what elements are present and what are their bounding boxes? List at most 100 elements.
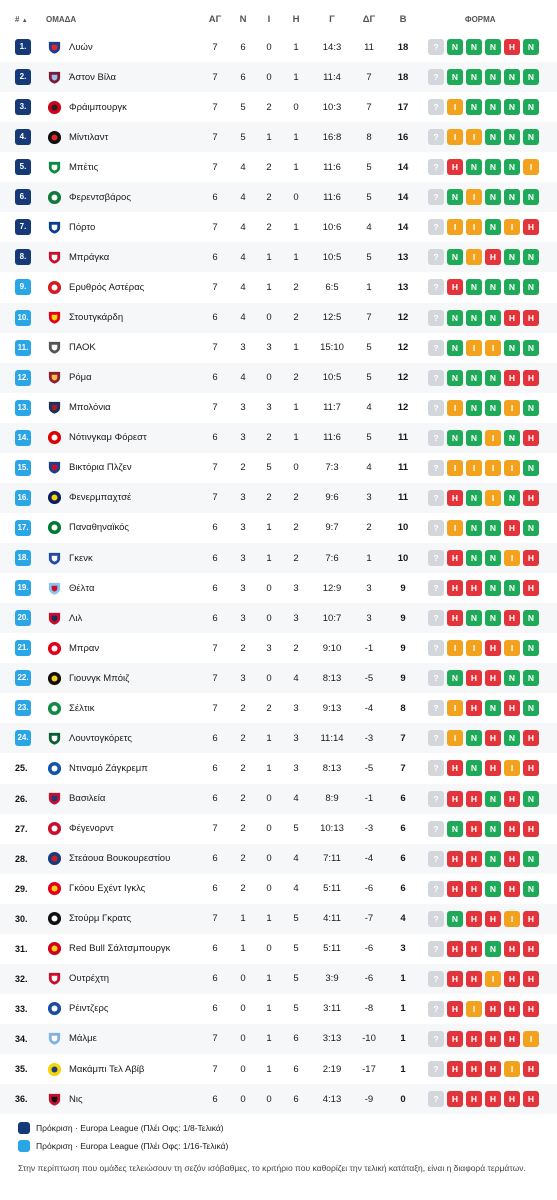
form-result-badge[interactable]: N — [523, 519, 539, 536]
form-result-badge[interactable]: N — [523, 69, 539, 86]
table-row[interactable]: 7. Πόρτο 7 4 2 1 10:6 4 14? I I N I H — [0, 212, 557, 242]
form-result-badge[interactable]: H — [523, 429, 539, 446]
form-result-badge[interactable]: N — [504, 159, 520, 176]
form-result-badge[interactable]: N — [523, 880, 539, 897]
team-name[interactable]: Λιλ — [69, 612, 83, 624]
form-result-badge[interactable]: H — [523, 940, 539, 957]
form-result-badge[interactable]: I — [466, 459, 482, 476]
table-row[interactable]: 27. Φέγενορντ 7 2 0 5 10:13 -3 6? N H N H H — [0, 814, 557, 844]
form-result-badge[interactable]: I — [447, 730, 463, 747]
form-result-badge[interactable]: I — [466, 249, 482, 266]
form-result-badge[interactable]: N — [485, 279, 501, 296]
form-result-badge[interactable]: I — [523, 1030, 539, 1047]
table-row[interactable]: 24. Λουντογκόρετς 6 2 1 3 11:14 -3 7? I N H N H — [0, 723, 557, 754]
header-pos[interactable]: # ▲ — [15, 14, 28, 24]
form-result-badge[interactable]: N — [466, 99, 482, 116]
form-result-badge[interactable]: I — [504, 760, 520, 777]
team-name[interactable]: Στεάουα Βουκουρεστίου — [69, 853, 171, 865]
form-next-match-icon[interactable]: ? — [428, 399, 444, 416]
form-next-match-icon[interactable]: ? — [428, 309, 444, 326]
header-drawn[interactable]: Ι — [267, 13, 271, 25]
table-row[interactable]: 9. Ερυθρός Αστέρας 7 4 1 2 6:5 1 13? H N N N N — [0, 272, 557, 302]
form-result-badge[interactable]: H — [466, 970, 482, 987]
team-name[interactable]: Μπέτις — [69, 161, 99, 173]
form-result-badge[interactable]: I — [485, 339, 501, 356]
table-row[interactable]: 3. Φράιμπουργκ 7 5 2 0 10:3 7 17? I N N N N — [0, 92, 557, 122]
form-result-badge[interactable]: N — [504, 429, 520, 446]
form-result-badge[interactable]: N — [466, 399, 482, 416]
form-result-badge[interactable]: H — [466, 940, 482, 957]
form-next-match-icon[interactable]: ? — [428, 39, 444, 55]
team-name[interactable]: Παναθηναϊκός — [69, 522, 130, 534]
form-next-match-icon[interactable]: ? — [428, 369, 444, 386]
form-result-badge[interactable]: N — [523, 459, 539, 476]
form-result-badge[interactable]: N — [523, 790, 539, 807]
header-goals[interactable]: Γ — [329, 13, 335, 25]
form-result-badge[interactable]: N — [485, 519, 501, 536]
form-result-badge[interactable]: I — [447, 399, 463, 416]
form-result-badge[interactable]: N — [523, 189, 539, 206]
table-row[interactable]: 31. Red Bull Σάλτσμπουργκ 6 1 0 5 5:11 -6 3? H H N H… — [0, 934, 557, 964]
form-result-badge[interactable]: H — [466, 700, 482, 717]
team-name[interactable]: Red Bull Σάλτσμπουργκ — [69, 943, 171, 955]
form-result-badge[interactable]: H — [485, 730, 501, 747]
form-result-badge[interactable]: H — [447, 610, 463, 627]
form-result-badge[interactable]: N — [485, 880, 501, 897]
form-result-badge[interactable]: N — [485, 399, 501, 416]
table-row[interactable]: 5. Μπέτις 7 4 2 1 11:6 5 14? H N N N I — [0, 152, 557, 182]
form-result-badge[interactable]: H — [466, 850, 482, 867]
team-name[interactable]: Φράιμπουργκ — [69, 101, 127, 113]
form-result-badge[interactable]: H — [466, 820, 482, 837]
form-result-badge[interactable]: H — [504, 1000, 520, 1017]
form-result-badge[interactable]: H — [447, 760, 463, 777]
form-result-badge[interactable]: H — [466, 670, 482, 687]
header-lost[interactable]: Η — [292, 13, 300, 25]
form-result-badge[interactable]: H — [447, 790, 463, 807]
form-result-badge[interactable]: I — [504, 219, 520, 236]
form-next-match-icon[interactable]: ? — [428, 219, 444, 236]
form-result-badge[interactable]: N — [485, 39, 501, 55]
form-result-badge[interactable]: H — [447, 970, 463, 987]
form-result-badge[interactable]: N — [523, 99, 539, 116]
table-row[interactable]: 12. Ρόμα 6 4 0 2 10:5 5 12? N N N H H — [0, 362, 557, 393]
form-next-match-icon[interactable]: ? — [428, 550, 444, 567]
team-name[interactable]: Μίντιλαντ — [69, 131, 109, 143]
form-result-badge[interactable]: I — [504, 459, 520, 476]
form-next-match-icon[interactable]: ? — [428, 640, 444, 657]
form-result-badge[interactable]: H — [447, 550, 463, 567]
form-result-badge[interactable]: I — [466, 189, 482, 206]
table-row[interactable]: 28. Στεάουα Βουκουρεστίου 6 2 0 4 7:11 -4 6? H H N H… — [0, 843, 557, 874]
form-next-match-icon[interactable]: ? — [428, 189, 444, 206]
form-result-badge[interactable]: N — [485, 850, 501, 867]
table-row[interactable]: 2. Άστον Βίλα 7 6 0 1 11:4 7 18? N N N N N — [0, 62, 557, 93]
form-result-badge[interactable]: N — [447, 339, 463, 356]
team-name[interactable]: Φέγενορντ — [69, 823, 114, 835]
form-result-badge[interactable]: H — [504, 519, 520, 536]
form-result-badge[interactable]: N — [504, 69, 520, 86]
form-result-badge[interactable]: N — [485, 369, 501, 386]
form-result-badge[interactable]: H — [504, 369, 520, 386]
form-result-badge[interactable]: H — [504, 39, 520, 55]
form-result-badge[interactable]: H — [447, 1030, 463, 1047]
form-result-badge[interactable]: H — [523, 580, 539, 597]
form-result-badge[interactable]: H — [485, 640, 501, 657]
form-result-badge[interactable]: N — [485, 99, 501, 116]
form-result-badge[interactable]: H — [485, 1030, 501, 1047]
team-name[interactable]: Γκόου Εχέντ Ιγκλς — [69, 883, 146, 895]
team-name[interactable]: Νότινγκαμ Φόρεστ — [69, 432, 147, 444]
team-name[interactable]: Σέλτικ — [69, 702, 95, 714]
table-row[interactable]: 32. Ουτρέχτη 6 0 1 5 3:9 -6 1? H H I H H — [0, 963, 557, 994]
form-next-match-icon[interactable]: ? — [428, 519, 444, 536]
form-result-badge[interactable]: H — [504, 940, 520, 957]
table-row[interactable]: 13. Μπολόνια 7 3 3 1 11:7 4 12? I N N I N — [0, 393, 557, 423]
team-name[interactable]: Άστον Βίλα — [69, 71, 117, 83]
form-result-badge[interactable]: H — [485, 670, 501, 687]
team-name[interactable]: Φερεντσβάρος — [69, 191, 131, 203]
form-result-badge[interactable]: N — [523, 640, 539, 657]
form-result-badge[interactable]: N — [485, 580, 501, 597]
form-result-badge[interactable]: N — [485, 820, 501, 837]
form-result-badge[interactable]: N — [466, 39, 482, 55]
form-result-badge[interactable]: I — [447, 640, 463, 657]
table-row[interactable]: 35. Μακάμπι Τελ Αβίβ 7 0 1 6 2:19 -17 1? H H H I H — [0, 1054, 557, 1084]
team-name[interactable]: Ρόμα — [69, 372, 92, 384]
